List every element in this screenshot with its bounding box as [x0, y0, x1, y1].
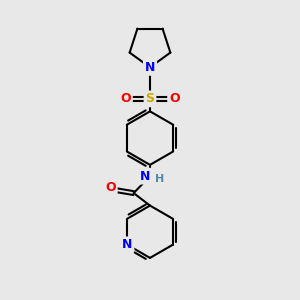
- Text: S: S: [146, 92, 154, 105]
- Text: N: N: [140, 170, 151, 183]
- Text: O: O: [169, 92, 180, 105]
- Text: H: H: [155, 174, 164, 184]
- Text: O: O: [120, 92, 131, 105]
- Text: N: N: [145, 61, 155, 74]
- Text: N: N: [122, 238, 133, 251]
- Text: O: O: [105, 181, 116, 194]
